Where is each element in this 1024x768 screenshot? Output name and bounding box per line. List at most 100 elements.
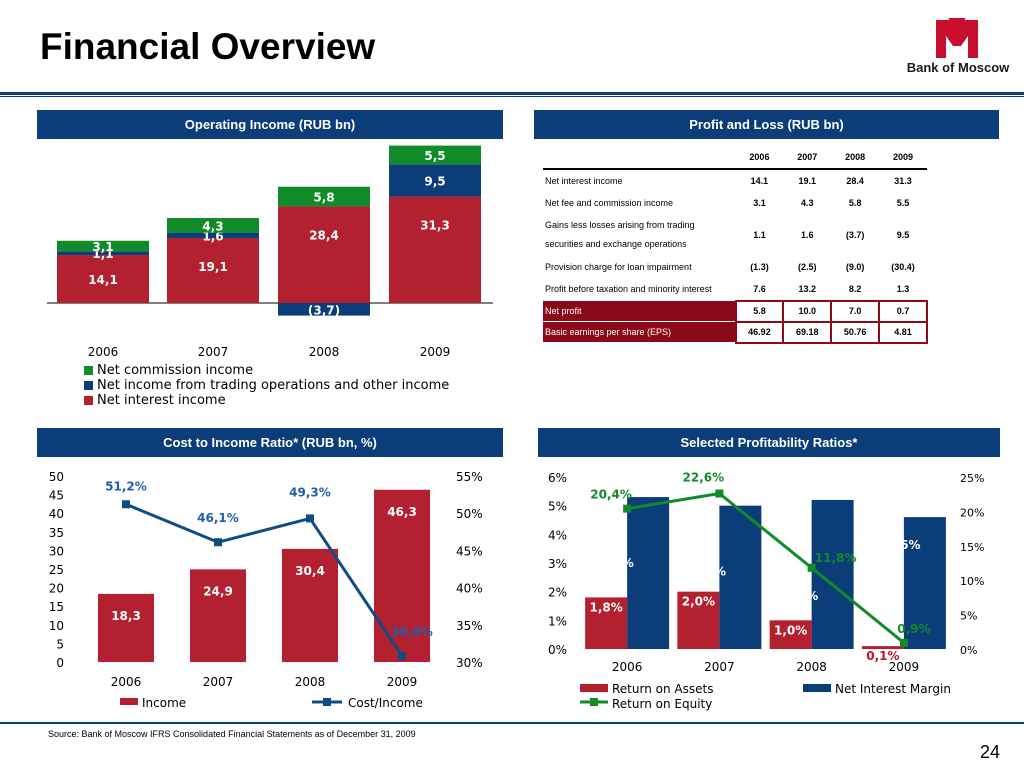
- legend-swatch-trading: [84, 381, 93, 390]
- x-tick-label: 2006: [88, 345, 119, 359]
- table-cell: 4.3: [801, 198, 814, 208]
- x-tick-label: 2008: [295, 675, 326, 689]
- y2-tick-label: 10%: [960, 575, 984, 588]
- bar-segment: [278, 303, 370, 316]
- roe-marker: [807, 563, 816, 572]
- y-tick-label: 15: [49, 600, 64, 614]
- y-tick-label: 0: [56, 656, 64, 670]
- bar-segment: [167, 232, 259, 239]
- roa-bar: [861, 646, 904, 649]
- row-label: Basic earnings per share (EPS): [543, 321, 736, 343]
- y-tick-label: 1%: [548, 614, 567, 628]
- y-tick-label: 0%: [548, 643, 567, 657]
- legend-item-commission: Net commission income: [84, 363, 253, 378]
- roa-bar: [585, 597, 628, 649]
- table-header-row: 2006 2007 2008 2009: [543, 146, 927, 170]
- year-header: 2008: [831, 146, 880, 170]
- bar-segment: [278, 186, 370, 207]
- y2-tick-label: 50%: [456, 507, 483, 521]
- bar-segment: [57, 251, 149, 256]
- legend-label: Return on Equity: [612, 697, 712, 711]
- table-cell: 1.1: [753, 230, 766, 240]
- table-cell: 0.7: [878, 300, 928, 323]
- income-bar: [190, 569, 246, 662]
- y-tick-label: 4%: [548, 528, 567, 542]
- nim-label: 5,2%: [785, 589, 818, 603]
- y-tick-label: 6%: [548, 471, 567, 485]
- roe-label: 22,6%: [683, 471, 725, 485]
- roe-line: [626, 491, 905, 644]
- table-cell: 1.6: [801, 230, 814, 240]
- table-cell: (30.4): [891, 262, 915, 272]
- y2-tick-label: 35%: [456, 619, 483, 633]
- table-cell: 9.5: [896, 230, 910, 240]
- roe-label: 0,9%: [897, 622, 930, 636]
- data-label: 19,1: [198, 260, 228, 274]
- page-number: 24: [980, 742, 1001, 762]
- roe-marker: [715, 489, 724, 498]
- table-cell: 31.3: [894, 176, 912, 186]
- y-tick-label: 10: [49, 619, 64, 633]
- table-cell: 13.2: [798, 284, 817, 294]
- data-label: 14,1: [88, 273, 118, 287]
- source-note: Source: Bank of Moscow IFRS Consolidated…: [48, 729, 416, 739]
- legend-label: Income: [142, 696, 186, 710]
- roe-marker: [899, 638, 908, 647]
- y-tick-label: 30: [49, 544, 64, 558]
- nim-label: 5,3%: [600, 556, 633, 570]
- table-cell: (1.3): [750, 262, 769, 272]
- x-tick-label: 2007: [704, 660, 735, 674]
- y-tick-label: 40: [49, 507, 64, 521]
- cost-income-label: 49,3%: [289, 485, 331, 499]
- y2-tick-label: 0%: [960, 644, 977, 657]
- table-row: Provision charge for loan impairment (1.3…: [543, 256, 927, 278]
- roa-label: 1,8%: [589, 600, 622, 614]
- cost-income-marker: [398, 652, 406, 661]
- y2-tick-label: 30%: [456, 656, 483, 670]
- nim-label: 4,6%: [887, 538, 920, 552]
- table-cell: (3.7): [845, 230, 865, 240]
- cost-income-marker: [122, 500, 130, 509]
- logo-text: Bank of Moscow: [906, 60, 1010, 75]
- y2-tick-label: 15%: [960, 541, 984, 554]
- legend-swatch-roe-marker: [590, 698, 598, 706]
- cost-income-label: 51,2%: [105, 479, 147, 493]
- table-row: Gains less losses arising from trading s…: [543, 214, 927, 256]
- cost-income-header: Cost to Income Ratio* (RUB bn, %): [37, 428, 503, 457]
- data-label: 3,1: [92, 240, 113, 254]
- roa-label: 0,1%: [866, 649, 899, 663]
- nim-bar: [627, 497, 670, 649]
- legend-label: Net income from trading operations and o…: [97, 378, 450, 393]
- nim-bar: [903, 517, 946, 649]
- y-tick-label: 35: [49, 526, 64, 540]
- operating-income-chart: 14,11,13,1200619,11,64,3200728,4(3,7)5,8…: [47, 145, 493, 359]
- roa-bar: [677, 591, 720, 649]
- income-label: 46,3: [387, 505, 417, 519]
- income-bar: [374, 489, 430, 662]
- data-label: 31,3: [420, 219, 450, 233]
- y-tick-label: 25: [49, 563, 64, 577]
- cost-income-chart: 5045403530252015105055%50%45%40%35%30%18…: [49, 470, 483, 710]
- data-label: 1,6: [202, 229, 223, 243]
- table-row: Basic earnings per share (EPS) 46.92 69.18…: [543, 320, 928, 344]
- table-cell: 50.76: [830, 320, 881, 344]
- roa-label: 1,0%: [774, 623, 807, 637]
- table-header-blank: [543, 146, 736, 170]
- year-header: 2007: [783, 146, 832, 170]
- table-cell: 69.18: [782, 320, 833, 344]
- bar-segment: [389, 164, 481, 197]
- roe-label: 20,4%: [590, 488, 632, 502]
- table-cell: 5.8: [734, 300, 785, 323]
- y-tick-label: 45: [49, 489, 64, 503]
- cost-income-label: 46,1%: [197, 511, 239, 525]
- table-cell: 4.81: [878, 320, 928, 344]
- bar-segment: [167, 238, 259, 303]
- legend-item-trading: Net income from trading operations and o…: [84, 378, 449, 393]
- table-cell: 10.0: [782, 300, 833, 323]
- year-header: 2009: [879, 146, 927, 170]
- table-cell: 1.3: [896, 284, 910, 294]
- data-label: 9,5: [424, 174, 445, 188]
- row-label: Net interest income: [545, 176, 623, 186]
- legend-swatch-income: [120, 698, 138, 705]
- bar-segment: [167, 218, 259, 233]
